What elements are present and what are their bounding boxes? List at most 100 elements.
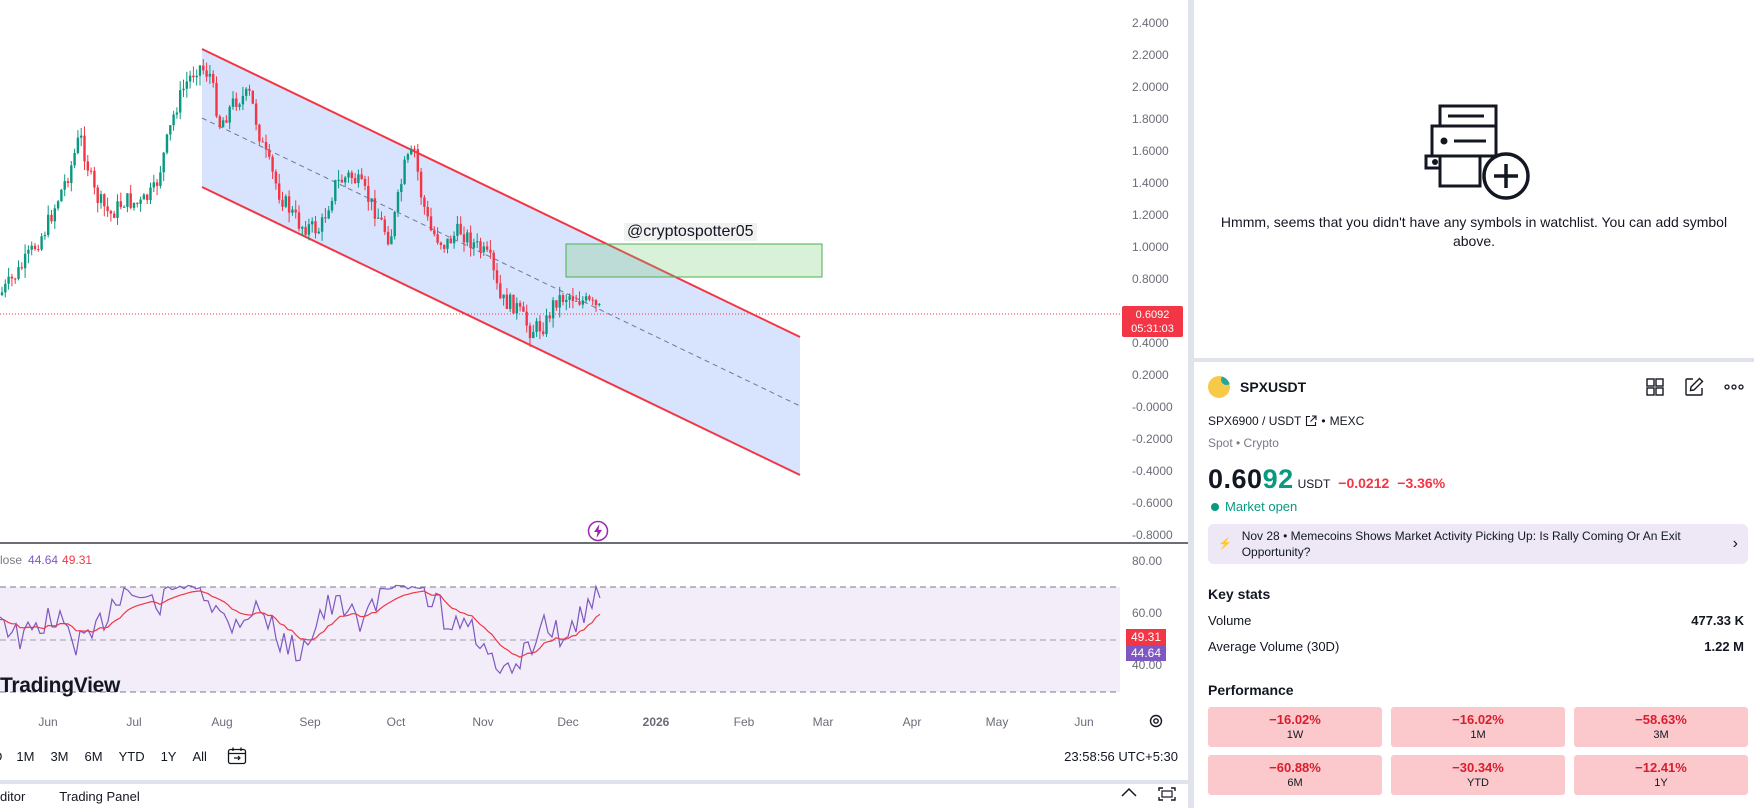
perf-value: −16.02% [1269,712,1321,727]
panel-resize-handle[interactable] [1188,0,1194,808]
candle-body [452,235,456,244]
candle-body [235,98,238,107]
last-price-value: 0.6092 [1135,309,1170,321]
perf-cell-6m[interactable]: −60.88% 6M [1208,755,1382,795]
rsi-axis[interactable]: 80.00 60.00 40.00 [1132,554,1162,672]
candle-body [53,208,56,222]
market-open-dot-icon [1211,502,1219,511]
perf-cell-1y[interactable]: −12.41% 1Y [1574,755,1748,795]
channel-mid-line[interactable] [201,117,801,407]
range-ytd[interactable]: YTD [118,748,145,764]
candlestick-series[interactable] [0,59,601,347]
candle-body [314,221,317,234]
candle-body [205,70,208,77]
perf-cell-3m[interactable]: −58.63% 3M [1574,707,1748,747]
candle-body [555,300,558,308]
range-1m[interactable]: 1M [16,748,35,764]
chart-clock[interactable]: 23:58:56 UTC+5:30 [1064,748,1178,764]
candle-body [40,236,43,250]
candle-body [14,278,17,280]
tab-trading-panel[interactable]: Trading Panel [59,788,140,804]
perf-cell-1w[interactable]: −16.02% 1W [1208,707,1382,747]
chevron-up-icon[interactable] [1120,786,1138,798]
candle-body [505,294,509,309]
range-5d[interactable]: D [0,749,2,764]
candle-body [433,230,436,235]
time-axis[interactable]: Jun Jul Aug Sep Oct Nov Dec 2026 Feb Mar Apr May Jun [38,715,1093,729]
key-stat-row: Average Volume (30D) 1.22 M [1208,639,1744,654]
perf-cell-ytd[interactable]: −30.34% YTD [1391,755,1565,795]
candle-body [522,306,525,312]
watchlist-empty-message: Hmmm, seems that you didn't have any sym… [1220,214,1728,249]
maximize-panel-icon[interactable] [1158,786,1176,802]
candle-body [439,242,443,246]
rsi-axis-label: 40.00 [1132,658,1162,672]
candle-body [594,300,598,305]
rsi-ma-line[interactable] [0,590,601,658]
candle-body [182,88,185,91]
candle-body [20,267,23,269]
range-all[interactable]: All [192,748,207,764]
candle-body [169,125,172,135]
target-zone-rect[interactable] [565,243,823,278]
channel-upper-line[interactable] [201,48,801,338]
chart-canvas[interactable]: 2.4000 2.2000 2.0000 1.8000 1.6000 1.4000 1.20… [0,0,1188,740]
tab-pine-editor[interactable]: ditor [0,788,26,804]
symbol-exchange[interactable]: MEXC [1329,414,1365,428]
chart-pane[interactable]: 2.4000 2.2000 2.0000 1.8000 1.6000 1.4000 1.20… [0,0,1188,808]
candle-body [96,187,99,203]
grid-layout-icon[interactable] [1646,378,1664,396]
range-6m[interactable]: 6M [84,748,103,764]
external-link-icon[interactable] [1305,415,1317,427]
lightning-icon[interactable] [587,520,609,542]
time-axis-label: Aug [211,715,232,729]
candle-body [367,185,370,202]
tradingview-watermark[interactable]: TradingView [0,674,121,697]
candle-body [162,152,165,173]
price-axis[interactable]: 2.4000 2.2000 2.0000 1.8000 1.6000 1.4000 1.20… [1132,16,1173,542]
perf-label: YTD [1467,777,1489,789]
more-options-icon[interactable] [1724,384,1744,390]
candle-body [353,178,357,183]
candle-body [241,95,245,105]
candle-body [73,153,76,166]
range-3m[interactable]: 3M [50,748,69,764]
candle-body [99,194,103,203]
perf-cell-1m[interactable]: −16.02% 1M [1391,707,1565,747]
chart-text-annotation[interactable]: @cryptospotter05 [624,223,757,241]
candle-body [271,156,274,172]
channel-fill[interactable] [202,49,800,475]
edit-note-icon[interactable] [1684,377,1704,397]
channel-lower-line[interactable] [201,186,801,476]
gear-icon[interactable] [1148,713,1164,729]
key-stat-label: Average Volume (30D) [1208,639,1340,654]
rsi-line[interactable] [0,584,601,675]
candle-body [449,238,452,244]
candle-body [565,299,568,303]
candle-body [400,184,403,193]
candle-body [287,196,291,213]
candle-body [301,227,304,229]
news-banner[interactable]: ⚡ Nov 28 • Memecoins Shows Market Activi… [1208,524,1748,564]
candle-body [340,179,344,183]
calendar-goto-icon[interactable] [227,747,247,765]
candle-body [403,159,406,185]
price-axis-label: 1.6000 [1132,144,1169,158]
price-axis-label: -0.2000 [1132,432,1173,446]
rsi-legend-prefix: lose [0,553,23,567]
candle-body [581,300,584,305]
candle-body [317,231,320,234]
candle-body [212,73,215,83]
time-axis-label: Apr [903,715,922,729]
sidebar-resize-handle[interactable] [1194,358,1754,362]
symbol-ticker[interactable]: SPXUSDT [1240,379,1307,395]
candle-body [410,148,413,155]
range-1y[interactable]: 1Y [160,748,177,764]
candle-body [175,112,179,115]
rsi-legend[interactable]: lose 44.64 49.31 [0,553,92,567]
candle-body [489,249,492,253]
performance-title: Performance [1208,682,1294,698]
price-tail: 92 [1262,464,1294,494]
symbol-pair[interactable]: SPX6900 / USDT [1208,414,1302,428]
chevron-right-icon[interactable]: › [1732,535,1738,552]
